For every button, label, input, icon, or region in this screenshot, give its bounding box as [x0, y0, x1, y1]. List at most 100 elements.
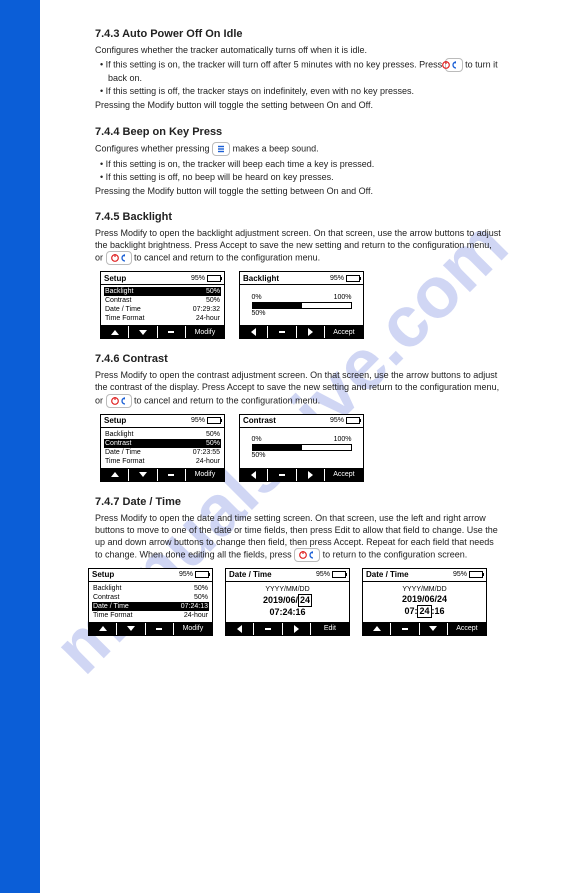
- lcd-btn-up[interactable]: [89, 623, 117, 635]
- lcd-btn-right[interactable]: [297, 469, 325, 481]
- menu-row-datetime[interactable]: Date / Time07:24:13: [92, 602, 209, 611]
- menu-row-backlight[interactable]: Backlight50%: [92, 584, 209, 593]
- date-day-selected[interactable]: 24: [298, 594, 312, 607]
- time-min-selected[interactable]: 24: [417, 605, 431, 618]
- lcd-btn-modify[interactable]: Modify: [174, 623, 212, 635]
- menu-icon: [212, 142, 230, 156]
- para: Press Modify to open the contrast adjust…: [95, 369, 501, 407]
- lcd-title: Date / Time: [366, 570, 409, 579]
- battery-pct: 95%: [316, 571, 330, 578]
- battery-pct: 95%: [191, 275, 205, 282]
- lcd-contrast-adjust: Contrast 95% 0%100% 50% Accept: [239, 414, 364, 482]
- lcd-datetime-edit-date: Date / Time 95% YYYY/MM/DD 2019/06/24 07:…: [225, 568, 350, 636]
- menu-row-datetime[interactable]: Date / Time07:23:55: [104, 448, 221, 457]
- bullet-text: • If this setting is on, the tracker wil…: [100, 60, 442, 70]
- menu-row-timeformat[interactable]: Time Format24-hour: [104, 457, 221, 466]
- lcd-btn-down[interactable]: [117, 623, 145, 635]
- lcd-btn-down[interactable]: [129, 326, 157, 338]
- lcd-btn-accept[interactable]: Accept: [448, 623, 486, 635]
- date-format-label: YYYY/MM/DD: [402, 586, 446, 593]
- time-value: 07:24:16: [269, 607, 305, 618]
- backlight-slider[interactable]: 0%100% 50%: [252, 294, 352, 317]
- heading-contrast: 7.4.6 Contrast: [95, 353, 561, 365]
- bullet: • If this setting is off, no beep will b…: [108, 171, 501, 183]
- heading-backlight: 7.4.5 Backlight: [95, 211, 561, 223]
- lcd-backlight-adjust: Backlight 95% 0%100% 50% Accept: [239, 271, 364, 339]
- para: Pressing the Modify button will toggle t…: [95, 99, 501, 111]
- lcd-btn-up[interactable]: [101, 326, 129, 338]
- lcd-btn-modify[interactable]: Modify: [186, 326, 224, 338]
- lcd-btn-down[interactable]: [420, 623, 448, 635]
- page-content: 7.4.3 Auto Power Off On Idle Configures …: [40, 0, 561, 893]
- battery-pct: 95%: [191, 417, 205, 424]
- lcd-title: Backlight: [243, 274, 279, 283]
- lcd-datetime-edit-time: Date / Time 95% YYYY/MM/DD 2019/06/24 07:…: [362, 568, 487, 636]
- power-back-icon: [445, 58, 463, 72]
- date-value: 2019/06/24: [263, 594, 312, 607]
- lcd-btn-edit[interactable]: Edit: [311, 623, 349, 635]
- lcd-btn-blank: [158, 469, 186, 481]
- lcd-title: Date / Time: [229, 570, 272, 579]
- lcd-btn-right[interactable]: [297, 326, 325, 338]
- bullet: • If this setting is off, the tracker st…: [108, 85, 501, 97]
- para-text: to return to the configuration screen.: [323, 549, 468, 559]
- menu-row-timeformat[interactable]: Time Format24-hour: [104, 314, 221, 323]
- battery-icon: [195, 571, 209, 578]
- battery-icon: [207, 275, 221, 282]
- date-value: 2019/06/24: [402, 594, 447, 605]
- bullet: • If this setting is on, the tracker wil…: [108, 58, 501, 84]
- lcd-btn-blank: [268, 469, 296, 481]
- lcd-title: Contrast: [243, 416, 276, 425]
- lcd-btn-accept[interactable]: Accept: [325, 469, 363, 481]
- contrast-slider[interactable]: 0%100% 50%: [252, 436, 352, 459]
- lcd-btn-accept[interactable]: Accept: [325, 326, 363, 338]
- para: Configures whether pressing makes a beep…: [95, 142, 501, 156]
- lcd-btn-blank: [268, 326, 296, 338]
- slider-value: 50%: [252, 310, 352, 317]
- date-format-label: YYYY/MM/DD: [265, 586, 309, 593]
- battery-icon: [207, 417, 221, 424]
- power-back-icon: [294, 548, 320, 562]
- battery-icon: [469, 571, 483, 578]
- menu-row-backlight[interactable]: Backlight50%: [104, 287, 221, 296]
- heading-auto-power-off: 7.4.3 Auto Power Off On Idle: [95, 28, 561, 40]
- lcd-btn-up[interactable]: [101, 469, 129, 481]
- lcd-setup-contrast: Setup 95% Backlight50% Contrast50% Date /…: [100, 414, 225, 482]
- para-text: to cancel and return to the configuratio…: [134, 395, 320, 405]
- menu-row-contrast[interactable]: Contrast50%: [104, 296, 221, 305]
- time-value: 07:24:16: [404, 605, 444, 618]
- lcd-btn-right[interactable]: [283, 623, 311, 635]
- battery-pct: 95%: [179, 571, 193, 578]
- menu-row-timeformat[interactable]: Time Format24-hour: [92, 611, 209, 620]
- lcd-btn-left[interactable]: [226, 623, 254, 635]
- lcd-title: Setup: [92, 570, 114, 579]
- lcd-setup-backlight: Setup 95% Backlight50% Contrast50% Date /…: [100, 271, 225, 339]
- lcd-title: Setup: [104, 274, 126, 283]
- battery-icon: [346, 275, 360, 282]
- battery-pct: 95%: [330, 417, 344, 424]
- lcd-btn-left[interactable]: [240, 469, 268, 481]
- slider-value: 50%: [252, 452, 352, 459]
- menu-row-contrast[interactable]: Contrast50%: [92, 593, 209, 602]
- page-sidebar: [0, 0, 40, 893]
- para: Press Modify to open the date and time s…: [95, 512, 501, 562]
- para: Pressing the Modify button will toggle t…: [95, 185, 501, 197]
- para-text: Configures whether pressing: [95, 143, 210, 153]
- battery-icon: [332, 571, 346, 578]
- menu-row-backlight[interactable]: Backlight50%: [104, 430, 221, 439]
- battery-pct: 95%: [453, 571, 467, 578]
- lcd-title: Setup: [104, 416, 126, 425]
- para: Press Modify to open the backlight adjus…: [95, 227, 501, 265]
- menu-row-contrast[interactable]: Contrast50%: [104, 439, 221, 448]
- lcd-btn-left[interactable]: [240, 326, 268, 338]
- lcd-btn-up[interactable]: [363, 623, 391, 635]
- para: Configures whether the tracker automatic…: [95, 44, 501, 56]
- battery-icon: [346, 417, 360, 424]
- battery-pct: 95%: [330, 275, 344, 282]
- heading-beep: 7.4.4 Beep on Key Press: [95, 126, 561, 138]
- lcd-btn-down[interactable]: [129, 469, 157, 481]
- heading-datetime: 7.4.7 Date / Time: [95, 496, 561, 508]
- lcd-btn-blank: [391, 623, 419, 635]
- lcd-btn-modify[interactable]: Modify: [186, 469, 224, 481]
- menu-row-datetime[interactable]: Date / Time07:29:32: [104, 305, 221, 314]
